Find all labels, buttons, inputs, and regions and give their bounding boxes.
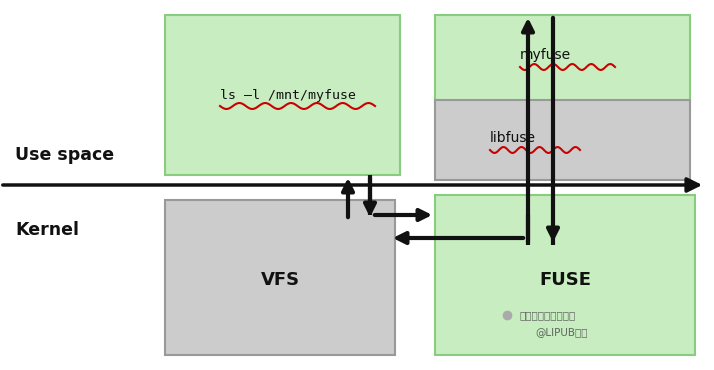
- Text: FUSE: FUSE: [539, 271, 591, 289]
- Text: Use space: Use space: [15, 146, 114, 164]
- Text: VFS: VFS: [261, 271, 300, 289]
- Text: @LIPUB博客: @LIPUB博客: [535, 327, 588, 337]
- Text: myfuse: myfuse: [520, 48, 571, 62]
- Text: 阿里巴巴数据库技术: 阿里巴巴数据库技术: [520, 310, 576, 320]
- Bar: [435, 100, 690, 180]
- Text: libfuse: libfuse: [490, 131, 536, 145]
- Bar: [165, 200, 395, 355]
- Bar: [435, 195, 695, 355]
- Text: ls –l /mnt/myfuse: ls –l /mnt/myfuse: [220, 88, 356, 101]
- Bar: [435, 15, 690, 105]
- Bar: [165, 15, 400, 175]
- Text: Kernel: Kernel: [15, 221, 79, 239]
